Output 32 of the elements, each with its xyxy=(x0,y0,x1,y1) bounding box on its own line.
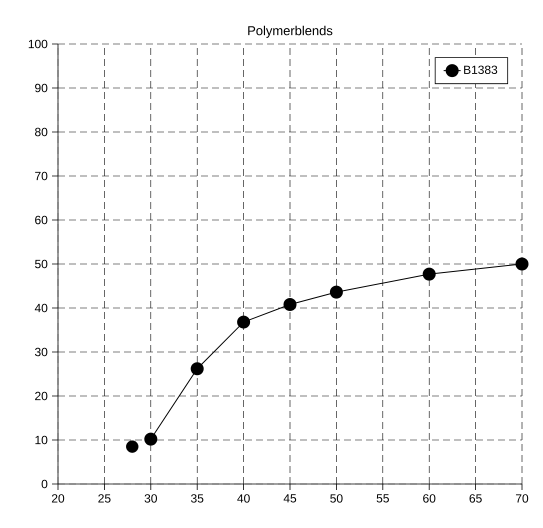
x-tick-label: 70 xyxy=(516,494,528,503)
y-tick-label: 10 xyxy=(35,436,48,444)
y-tick-label: 100 xyxy=(28,40,48,48)
x-tick-label: 35 xyxy=(191,494,204,503)
point xyxy=(126,440,138,453)
x-tick-label: 30 xyxy=(144,494,157,503)
x-tick-label: 55 xyxy=(376,494,389,503)
point xyxy=(144,432,158,446)
point xyxy=(190,362,204,376)
y-tick-label: 70 xyxy=(35,172,48,180)
x-tick-label: 20 xyxy=(52,494,64,503)
x-tick-label: 50 xyxy=(330,494,343,503)
y-tick-label: 50 xyxy=(35,260,48,268)
point xyxy=(284,298,297,311)
y-tick-label: 30 xyxy=(34,348,48,356)
y-tick-label: 0 xyxy=(42,480,48,488)
x-tick-label: 45 xyxy=(284,494,296,503)
chart-title: Polymerblends xyxy=(248,26,332,38)
y-tick-label: 60 xyxy=(35,216,48,224)
point xyxy=(516,257,529,270)
x-tick-label: 25 xyxy=(98,494,111,503)
point xyxy=(330,286,343,299)
x-tick-label: 40 xyxy=(237,494,250,503)
y-tick-label: 90 xyxy=(35,84,48,92)
x-tick-label: 65 xyxy=(470,494,482,503)
y-tick-label: 80 xyxy=(35,128,48,136)
x-tick-label: 60 xyxy=(423,494,436,503)
y-tick-label: 20 xyxy=(35,392,48,400)
point xyxy=(237,316,250,329)
point xyxy=(422,268,436,281)
y-tick-label: 40 xyxy=(34,304,48,312)
legend-label: B1383 xyxy=(464,66,498,74)
